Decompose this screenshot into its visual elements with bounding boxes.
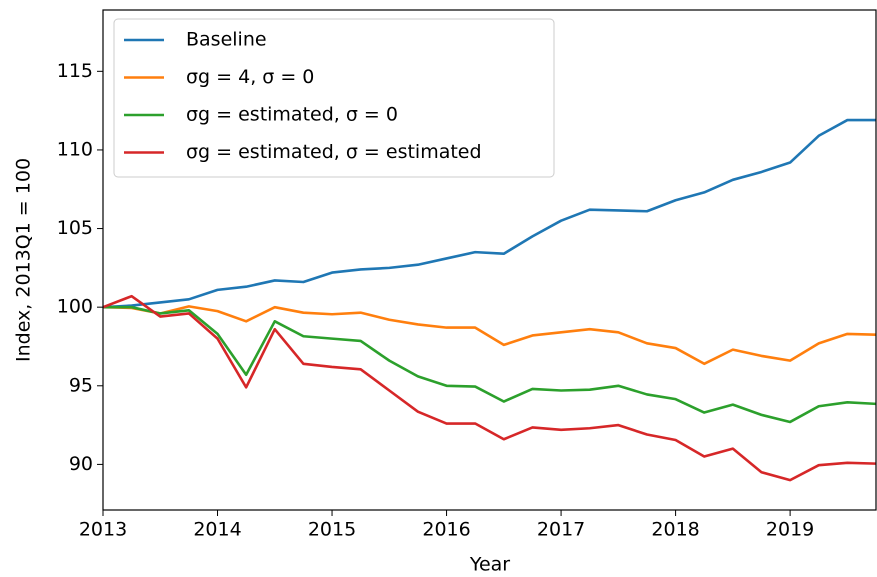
line — [102, 305, 877, 366]
y-tick-label: 115 — [57, 60, 93, 82]
line — [102, 118, 876, 309]
y-axis-label: Index, 2013Q1 = 100 — [13, 158, 35, 362]
y-tick-label: 90 — [69, 453, 93, 475]
line — [103, 305, 877, 424]
legend-box — [113, 18, 555, 178]
x-tick-label: 2019 — [766, 519, 814, 541]
x-tick-label: 2016 — [422, 519, 470, 541]
y-tick-label: 110 — [57, 138, 93, 160]
x-tick-label: 2017 — [537, 519, 585, 541]
x-tick-label: 2014 — [193, 519, 241, 541]
x-axis-label: Year — [469, 554, 510, 576]
x-tick-label: 2018 — [651, 519, 699, 541]
line — [102, 294, 877, 482]
legend-label: Baseline — [186, 29, 267, 51]
y-tick-label: 95 — [69, 374, 93, 396]
y-tick-label: 100 — [57, 296, 93, 318]
x-tick-label: 2013 — [79, 519, 127, 541]
legend-label: σg = estimated, σ = estimated — [186, 141, 482, 163]
y-tick-label: 105 — [57, 217, 93, 239]
legend-label: σg = 4, σ = 0 — [186, 66, 314, 88]
plot-frame — [102, 9, 877, 511]
legend-label: σg = estimated, σ = 0 — [186, 104, 398, 126]
x-tick-label: 2015 — [308, 519, 356, 541]
